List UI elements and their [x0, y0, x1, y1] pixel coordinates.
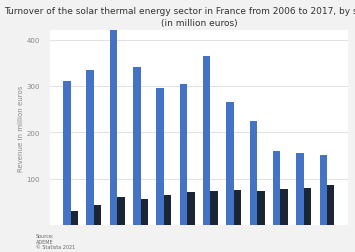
Bar: [273, 151, 280, 225]
Bar: [211, 192, 218, 225]
Bar: [117, 197, 125, 225]
Bar: [157, 89, 164, 225]
Bar: [180, 84, 187, 225]
Bar: [327, 186, 334, 225]
Bar: [280, 189, 288, 225]
Bar: [304, 188, 311, 225]
Bar: [203, 56, 211, 225]
Title: Turnover of the solar thermal energy sector in France from 2006 to 2017, by segm: Turnover of the solar thermal energy sec…: [5, 7, 355, 28]
Y-axis label: Revenue in million euros: Revenue in million euros: [18, 85, 23, 171]
Bar: [296, 153, 304, 225]
Bar: [94, 206, 102, 225]
Bar: [187, 193, 195, 225]
Bar: [164, 195, 171, 225]
Bar: [226, 103, 234, 225]
Bar: [234, 190, 241, 225]
Bar: [63, 82, 71, 225]
Text: Source:
ADEME
© Statista 2021: Source: ADEME © Statista 2021: [36, 233, 75, 249]
Bar: [141, 200, 148, 225]
Bar: [87, 70, 94, 225]
Bar: [250, 121, 257, 225]
Bar: [110, 17, 117, 225]
Bar: [71, 211, 78, 225]
Bar: [320, 156, 327, 225]
Bar: [257, 192, 264, 225]
Bar: [133, 68, 141, 225]
